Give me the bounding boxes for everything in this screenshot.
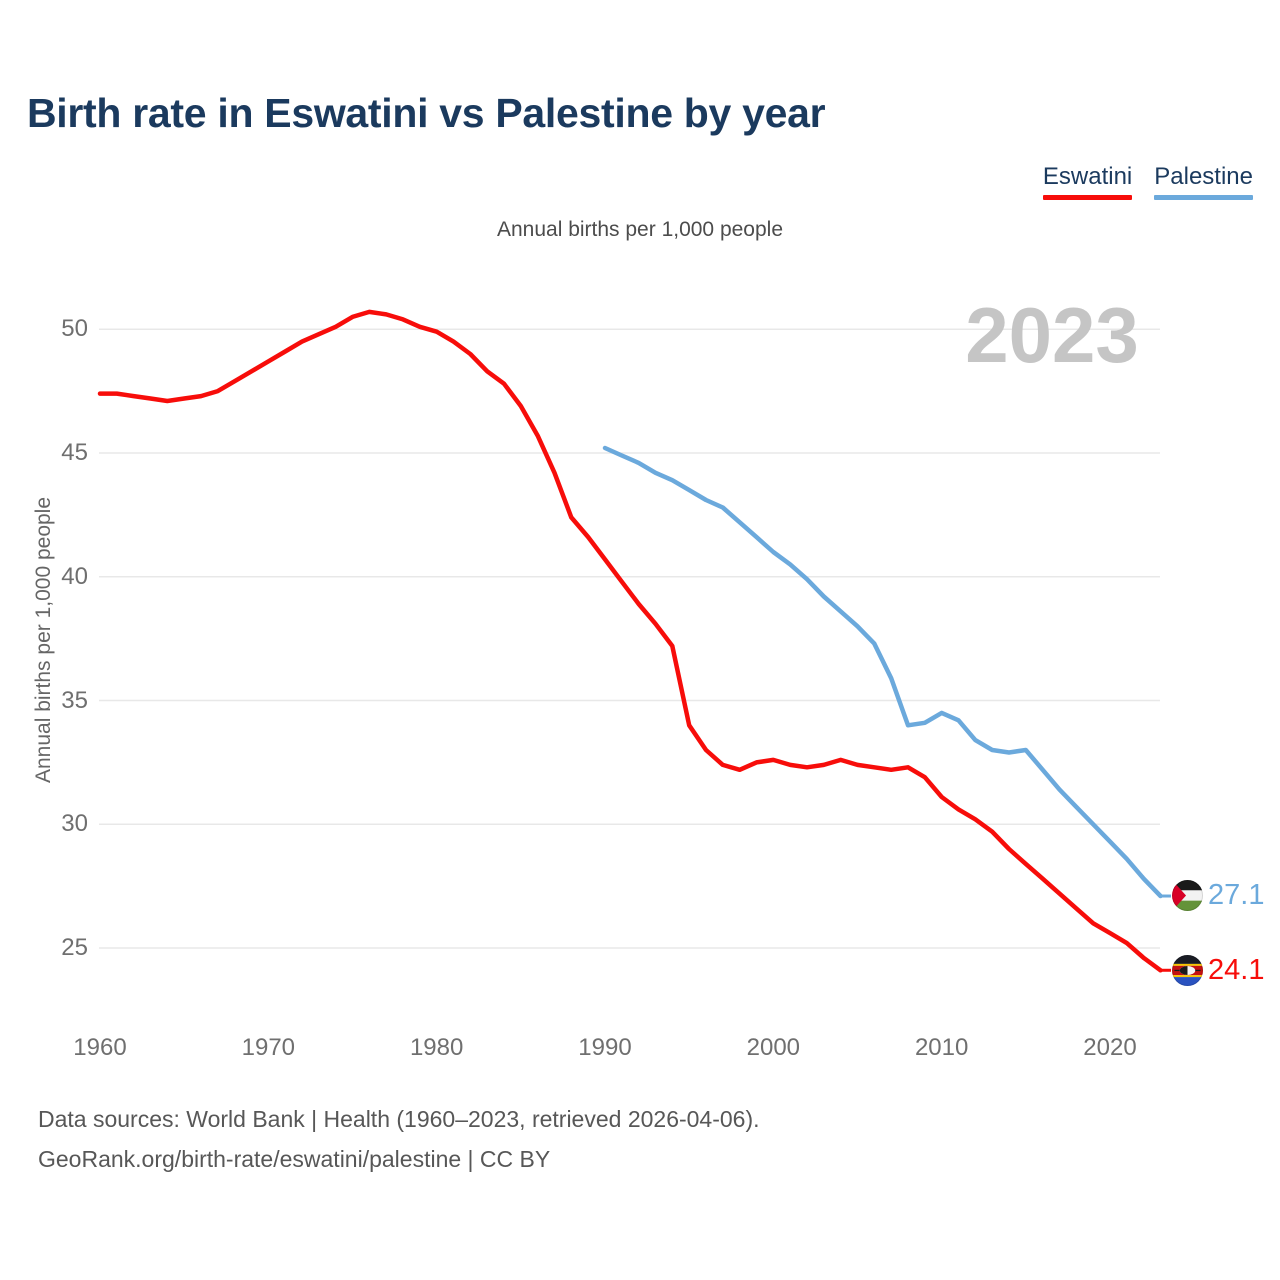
legend-item-eswatini[interactable]: Eswatini: [1042, 163, 1133, 200]
y-tick-label-40: 40: [61, 562, 88, 590]
palestine-end-value: 27.1: [1208, 879, 1265, 911]
y-tick-label-50: 50: [61, 315, 88, 343]
page-title: Birth rate in Eswatini vs Palestine by y…: [27, 90, 826, 136]
legend-color-bar-eswatini: [1042, 195, 1133, 200]
year-watermark: 2023: [965, 291, 1139, 379]
x-tick-label-2010: 2010: [914, 1034, 969, 1061]
legend-item-palestine[interactable]: Palestine: [1154, 163, 1253, 200]
footer-data-sources: Data sources: World Bank | Health (1960–…: [38, 1106, 760, 1132]
eswatini-end-value: 24.1: [1208, 954, 1265, 986]
line-series-eswatini: [97, 309, 1163, 973]
legend: Eswatini Palestine: [1042, 163, 1253, 200]
x-tick-label-1960: 1960: [73, 1034, 127, 1061]
line-series-palestine: [602, 445, 1163, 899]
x-tick-label-2000: 2000: [746, 1034, 801, 1061]
x-tick-label-1990: 1990: [578, 1034, 632, 1061]
y-tick-label-35: 35: [61, 686, 88, 714]
footer-attribution: GeoRank.org/birth-rate/eswatini/palestin…: [38, 1146, 551, 1172]
eswatini-flag-icon: [1172, 955, 1203, 986]
palestine-flag-icon: [1172, 880, 1203, 911]
chart-subtitle: Annual births per 1,000 people: [496, 218, 784, 241]
legend-label-palestine: Palestine: [1154, 163, 1253, 190]
legend-color-bar-palestine: [1154, 195, 1253, 200]
x-tick-label-1970: 1970: [241, 1034, 296, 1061]
y-tick-label-45: 45: [61, 439, 88, 466]
legend-label-eswatini: Eswatini: [1042, 163, 1133, 190]
x-tick-label-1980: 1980: [409, 1034, 464, 1061]
x-tick-label-2020: 2020: [1083, 1034, 1137, 1061]
y-tick-label-30: 30: [61, 810, 88, 838]
y-tick-label-25: 25: [61, 934, 88, 961]
